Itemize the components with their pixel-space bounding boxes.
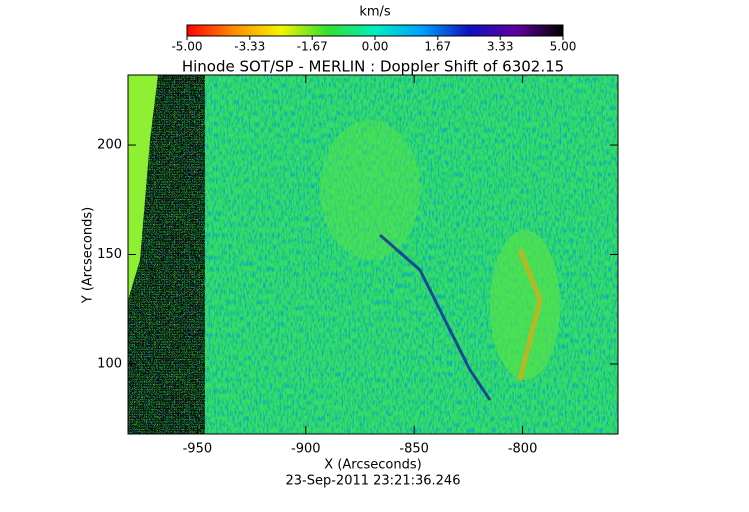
colorbar-tick-label: 5.00 xyxy=(550,40,577,54)
x-axis-label: X (Arcseconds) xyxy=(324,458,421,473)
x-tick-label: -800 xyxy=(508,442,538,457)
x-tick-label: -950 xyxy=(183,442,213,457)
colorbar-label: km/s xyxy=(359,5,391,20)
colorbar xyxy=(186,24,564,37)
doppler-image xyxy=(128,75,618,434)
y-axis-label: Y (Arcseconds) xyxy=(81,207,96,304)
colorbar-tick-label: 3.33 xyxy=(487,40,514,54)
colorbar-tick-label: 0.00 xyxy=(362,40,389,54)
x-tick-label: -900 xyxy=(291,442,321,457)
colorbar-tick-label: -3.33 xyxy=(234,40,265,54)
y-tick-label: 100 xyxy=(97,356,122,371)
chart-title: Hinode SOT/SP - MERLIN : Doppler Shift o… xyxy=(182,58,564,76)
y-tick-label: 200 xyxy=(97,138,122,153)
colorbar-tick-label: -5.00 xyxy=(171,40,202,54)
x-tick-label: -850 xyxy=(399,442,429,457)
colorbar-tick-label: 1.67 xyxy=(424,40,451,54)
colorbar-tick-label: -1.67 xyxy=(297,40,328,54)
y-tick-label: 150 xyxy=(97,247,122,262)
date-label: 23-Sep-2011 23:21:36.246 xyxy=(286,474,461,489)
